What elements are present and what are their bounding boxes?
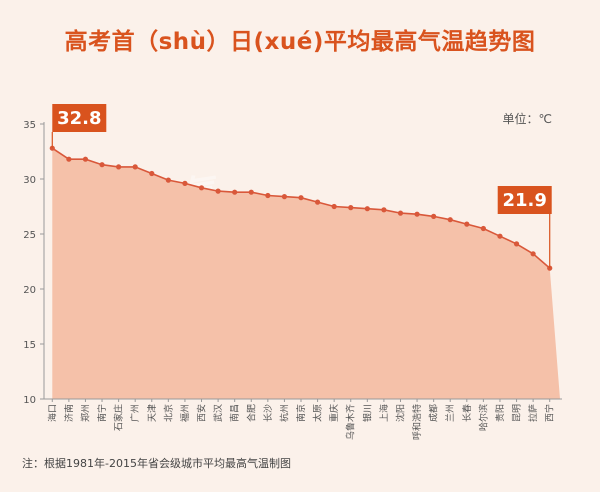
y-tick-label: 20 <box>23 285 36 296</box>
x-tick-label: 昆明 <box>512 404 523 422</box>
data-point <box>198 185 205 191</box>
data-point <box>165 177 171 183</box>
data-point <box>298 195 304 201</box>
data-point <box>82 156 89 162</box>
x-tick-label: 西安 <box>196 404 208 422</box>
x-tick-label: 哈尔滨 <box>477 404 489 431</box>
data-point <box>497 233 503 239</box>
y-tick-label: 25 <box>23 230 36 241</box>
y-tick-label: 30 <box>23 175 36 186</box>
x-tick-label: 银川 <box>361 404 373 422</box>
data-point <box>381 207 387 213</box>
chart-title: 高考首（shù）日(xué)平均最高气温趋势图 <box>64 29 536 55</box>
x-tick-label: 济南 <box>63 404 75 422</box>
data-point <box>348 205 354 211</box>
callout-label: 32.8 <box>57 108 101 129</box>
x-tick-label: 呼和浩特 <box>411 404 423 440</box>
x-tick-label: 福州 <box>179 404 191 422</box>
x-tick-label: 南昌 <box>229 404 241 422</box>
data-point <box>464 221 470 227</box>
callout-box <box>52 104 107 132</box>
data-point <box>248 189 254 195</box>
data-point <box>314 199 321 205</box>
data-point <box>397 210 404 216</box>
x-tick-label: 合肥 <box>245 404 257 422</box>
x-tick-label: 杭州 <box>278 404 290 422</box>
x-tick-label: 长春 <box>461 404 473 422</box>
data-point <box>447 217 453 223</box>
data-point <box>215 188 221 194</box>
x-tick-label: 重庆 <box>328 404 340 422</box>
x-tick-label: 乌鲁木齐 <box>345 404 357 440</box>
data-point <box>414 211 420 217</box>
callout-label: 21.9 <box>502 190 546 211</box>
x-tick-label: 海口 <box>46 404 58 422</box>
x-tick-label: 太原 <box>312 404 324 422</box>
y-tick-label: 35 <box>23 120 36 131</box>
data-point <box>480 225 486 232</box>
x-tick-label: 沈阳 <box>394 404 406 422</box>
data-point <box>364 206 370 212</box>
x-tick-label: 贵阳 <box>494 404 506 422</box>
data-point <box>182 180 188 186</box>
x-tick-label: 兰州 <box>444 404 456 422</box>
y-tick-label: 15 <box>23 340 36 351</box>
y-tick-label: 10 <box>23 395 36 406</box>
data-point <box>530 251 536 257</box>
x-tick-label: 南京 <box>295 404 307 422</box>
data-point <box>265 192 271 199</box>
x-tick-label: 长沙 <box>262 404 274 422</box>
x-tick-label: 上海 <box>378 404 390 422</box>
data-point <box>132 164 138 170</box>
chart-note: 注：根据1981年-2015年省会级城市平均最高气温制图 <box>22 457 291 470</box>
data-point <box>116 164 122 170</box>
data-point <box>513 241 520 247</box>
x-tick-label: 广州 <box>129 404 141 422</box>
x-tick-label: 北京 <box>162 404 174 422</box>
data-point <box>232 189 238 195</box>
x-tick-label: 武汉 <box>212 404 224 422</box>
x-tick-label: 石家庄 <box>113 404 125 431</box>
x-tick-label: 西宁 <box>544 404 556 422</box>
x-tick-label: 郑州 <box>79 404 91 422</box>
unit-label: 单位：℃ <box>502 112 552 126</box>
x-tick-label: 成都 <box>428 404 440 422</box>
x-tick-label: 南宁 <box>96 404 108 422</box>
data-point <box>431 213 437 219</box>
data-point <box>66 156 72 162</box>
area-fill <box>52 148 561 399</box>
data-point <box>331 203 337 210</box>
x-tick-label: 天津 <box>147 404 158 422</box>
data-point <box>99 162 105 168</box>
data-point <box>281 194 288 200</box>
data-point <box>149 170 155 177</box>
callout-box <box>497 186 552 214</box>
x-tick-label: 拉萨 <box>527 404 539 422</box>
